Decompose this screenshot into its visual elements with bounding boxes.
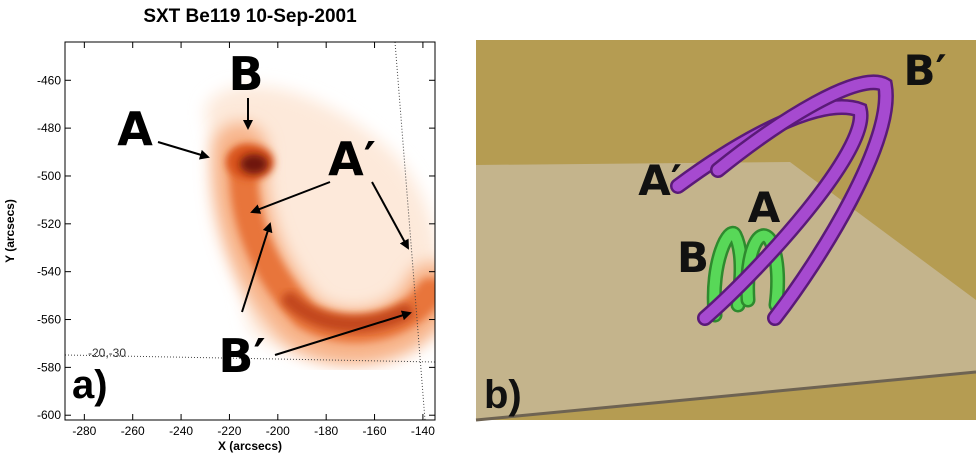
- x-tick-label: -280: [72, 424, 96, 438]
- y-tick-label: -500: [37, 169, 61, 183]
- x-tick-label: -140: [411, 424, 435, 438]
- y-tick-label: -460: [37, 73, 61, 87]
- x-tick-label: -260: [121, 424, 145, 438]
- annotation: B: [677, 233, 709, 282]
- x-tick-label: -220: [217, 424, 241, 438]
- y-tick-label: -600: [37, 408, 61, 422]
- panel-label: a): [72, 363, 108, 407]
- y-tick-label: -540: [37, 265, 61, 279]
- panel-a-title: SXT Be119 10-Sep-2001: [143, 6, 357, 27]
- x-tick-label: -240: [169, 424, 193, 438]
- y-axis-label: Y (arcsecs): [3, 199, 17, 263]
- x-tick-label: -200: [266, 424, 290, 438]
- annotation: A′: [328, 132, 376, 186]
- inset-text: -20,-30: [88, 346, 126, 360]
- model-render: [476, 40, 976, 420]
- figure: SXT Be119 10-Sep-2001 -280 -260 -240 -220 -2…: [0, 0, 976, 456]
- annotation: B′: [218, 329, 265, 383]
- annotation: A: [117, 102, 153, 156]
- annotation: A: [748, 183, 781, 232]
- y-tick-label: -480: [37, 121, 61, 135]
- y-tick-label: -520: [37, 217, 61, 231]
- y-tick-label: -560: [37, 313, 61, 327]
- y-tick-label: -580: [37, 360, 61, 374]
- panel-label: b): [484, 373, 522, 417]
- annotation: A′: [638, 156, 682, 205]
- x-tick-label: -160: [363, 424, 387, 438]
- annotation: B: [228, 47, 263, 101]
- x-tick-label: -180: [314, 424, 338, 438]
- annotation: B′: [903, 46, 946, 95]
- x-axis-label: X (arcsecs): [218, 439, 282, 453]
